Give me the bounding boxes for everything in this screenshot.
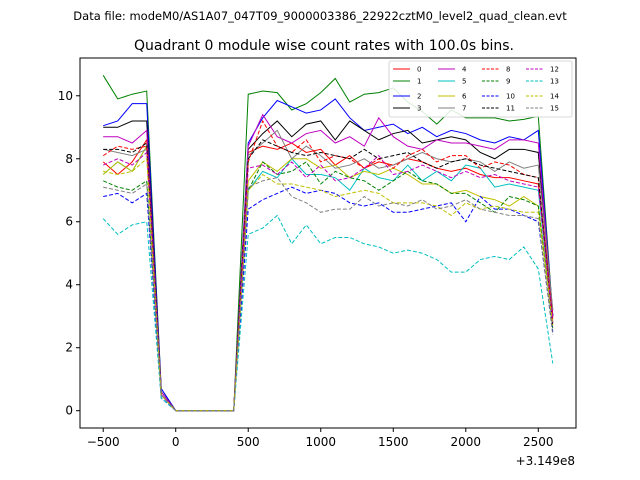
x-tick-label: 0 <box>172 435 180 449</box>
legend-label-9: 9 <box>506 78 510 86</box>
x-tick-label: −500 <box>87 435 120 449</box>
series-layer <box>102 75 554 412</box>
x-tick-label: 2500 <box>523 435 554 449</box>
legend-label-7: 7 <box>462 105 466 113</box>
legend-label-6: 6 <box>462 93 467 101</box>
series-line-11 <box>103 139 554 412</box>
legend-label-8: 8 <box>506 66 510 74</box>
plot-frame <box>79 57 577 429</box>
y-tick-label: 4 <box>65 278 73 292</box>
x-tick-label: 1500 <box>378 435 409 449</box>
y-tick-label: 8 <box>65 152 73 166</box>
y-axis: 0 2 4 6 8 10 <box>58 89 80 418</box>
y-tick-label: 10 <box>58 89 73 103</box>
legend-label-5: 5 <box>462 78 466 86</box>
legend-label-15: 15 <box>550 105 559 113</box>
y-tick-label: 0 <box>65 404 73 418</box>
plot-area <box>80 58 576 428</box>
series-line-15 <box>103 177 554 412</box>
legend-label-1: 1 <box>417 78 421 86</box>
y-tick-label: 2 <box>65 341 73 355</box>
chart-title: Quadrant 0 module wise count rates with … <box>134 38 514 54</box>
x-offset-label: +3.149e8 <box>516 454 575 468</box>
legend-label-14: 14 <box>550 93 559 101</box>
x-tick-label: 1000 <box>305 435 336 449</box>
series-line-12 <box>103 151 554 412</box>
legend-label-2: 2 <box>417 93 421 101</box>
x-tick-label: 500 <box>237 435 260 449</box>
legend-label-0: 0 <box>417 66 421 74</box>
legend-label-11: 11 <box>506 105 515 113</box>
x-tick-label: 2000 <box>451 435 482 449</box>
x-axis: −500 0 500 1000 1500 2000 2500 <box>87 428 554 449</box>
y-tick-label: 6 <box>65 215 73 229</box>
legend-label-3: 3 <box>417 105 421 113</box>
legend-label-4: 4 <box>462 66 467 74</box>
legend-label-12: 12 <box>550 66 559 74</box>
legend-box <box>388 60 573 118</box>
chart-suptitle: Data file: modeM0/AS1A07_047T09_90000033… <box>73 9 567 23</box>
legend-label-10: 10 <box>506 93 515 101</box>
legend-label-13: 13 <box>550 78 559 86</box>
